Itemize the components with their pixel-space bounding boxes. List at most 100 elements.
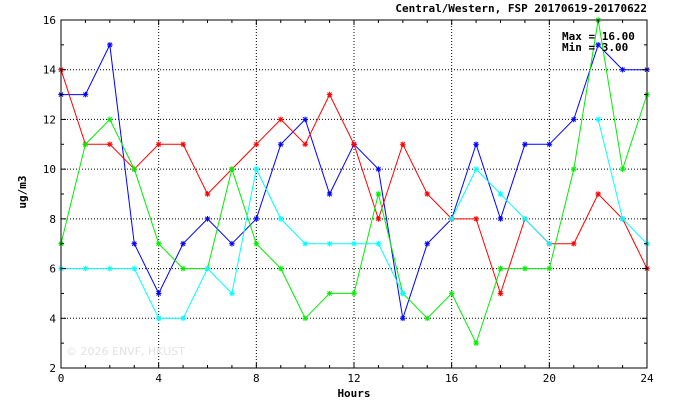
data-point xyxy=(131,166,138,172)
data-point xyxy=(326,240,333,247)
data-point xyxy=(180,240,186,247)
data-point xyxy=(302,116,308,123)
data-point xyxy=(351,141,357,148)
data-point xyxy=(204,216,211,222)
data-point xyxy=(155,240,162,247)
y-tick-label: 14 xyxy=(43,64,57,77)
x-tick-label: 20 xyxy=(543,372,556,385)
data-point xyxy=(277,141,284,148)
data-point xyxy=(107,141,113,148)
data-point xyxy=(424,191,431,197)
series-line xyxy=(597,119,648,245)
series-line xyxy=(60,69,648,296)
data-point xyxy=(204,191,211,197)
data-point xyxy=(448,216,455,222)
x-tick-label: 4 xyxy=(155,372,162,385)
data-point xyxy=(473,166,479,172)
x-tick-label: 16 xyxy=(445,372,458,385)
data-point xyxy=(131,240,138,247)
data-point xyxy=(619,166,626,172)
y-tick-label: 16 xyxy=(43,14,56,27)
x-tick-label: 12 xyxy=(347,372,360,385)
data-point xyxy=(595,116,601,123)
data-point xyxy=(277,116,284,123)
data-point xyxy=(253,240,260,247)
min-label: Min = 3.00 xyxy=(562,41,628,54)
watermark: © 2026 ENVF, HKUST xyxy=(66,345,185,358)
x-tick-label: 8 xyxy=(253,372,260,385)
data-point xyxy=(351,240,357,247)
data-point xyxy=(155,315,162,322)
x-axis-label: Hours xyxy=(337,387,370,400)
series-3 xyxy=(58,17,650,346)
data-point xyxy=(497,216,504,222)
data-point xyxy=(619,66,626,73)
data-point xyxy=(570,240,577,247)
x-tick-label: 0 xyxy=(58,372,65,385)
data-point xyxy=(595,191,601,197)
data-point xyxy=(497,290,504,297)
y-axis-label: ug/m3 xyxy=(16,175,29,208)
data-point xyxy=(473,216,479,222)
data-point xyxy=(570,166,577,172)
data-point xyxy=(253,141,260,148)
data-point xyxy=(400,141,406,148)
data-point xyxy=(326,91,333,98)
data-point xyxy=(473,141,479,148)
data-point xyxy=(546,265,553,272)
data-point xyxy=(400,315,406,322)
data-point xyxy=(400,290,406,297)
y-tick-label: 6 xyxy=(49,263,56,276)
y-tick-label: 12 xyxy=(43,113,56,126)
data-point xyxy=(619,216,626,222)
data-point xyxy=(497,265,504,272)
data-point xyxy=(277,265,284,272)
data-point xyxy=(155,141,162,148)
data-point xyxy=(424,240,431,247)
data-point xyxy=(82,91,89,98)
data-point xyxy=(546,240,553,247)
data-point xyxy=(302,315,308,322)
data-point xyxy=(229,240,235,247)
data-point xyxy=(302,141,308,148)
data-point xyxy=(302,240,308,247)
data-point xyxy=(570,116,577,123)
series-line xyxy=(451,168,550,245)
data-point xyxy=(229,290,235,297)
data-point xyxy=(497,191,504,197)
x-tick-label: 24 xyxy=(640,372,654,385)
chart-title: Central/Western, FSP 20170619-20170622 xyxy=(395,2,647,15)
data-point xyxy=(82,141,89,148)
data-point xyxy=(375,166,382,172)
data-point xyxy=(473,340,479,346)
data-point xyxy=(448,290,455,297)
data-point xyxy=(375,216,382,222)
data-point xyxy=(375,240,382,247)
data-point xyxy=(522,141,528,148)
y-tick-label: 10 xyxy=(43,163,56,176)
data-point xyxy=(155,290,162,297)
data-point xyxy=(107,116,113,123)
data-point xyxy=(253,216,260,222)
y-tick-label: 8 xyxy=(49,213,56,226)
y-tick-label: 2 xyxy=(49,362,56,375)
data-point xyxy=(107,265,113,272)
data-point xyxy=(277,216,284,222)
data-point xyxy=(326,191,333,197)
data-point xyxy=(375,191,382,197)
data-point xyxy=(204,265,211,272)
data-point xyxy=(82,265,89,272)
data-point xyxy=(180,141,186,148)
data-point xyxy=(522,216,528,222)
data-point xyxy=(351,290,357,297)
data-point xyxy=(180,265,186,272)
y-tick-label: 4 xyxy=(49,312,56,325)
data-point xyxy=(131,265,138,272)
data-point xyxy=(229,166,235,172)
data-point xyxy=(326,290,333,297)
data-point xyxy=(424,315,431,322)
series-line xyxy=(61,43,647,319)
grid xyxy=(61,20,647,368)
